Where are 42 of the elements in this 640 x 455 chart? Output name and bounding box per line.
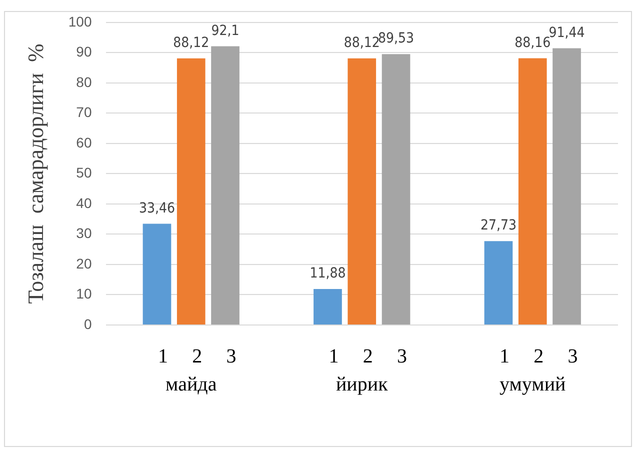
series-label: 2 [192, 345, 202, 368]
y-tick-label: 90 [76, 44, 92, 60]
data-label: 91,44 [548, 24, 585, 41]
y-tick-label: 30 [76, 225, 92, 242]
bar [552, 48, 581, 324]
series-label: 1 [158, 345, 168, 368]
y-tick-label: 60 [76, 134, 92, 150]
text: 2 [362, 345, 373, 368]
bar [348, 58, 376, 324]
data-label: 92,1 [211, 22, 240, 39]
data-label: 11,88 [310, 266, 346, 282]
text: 1 [328, 345, 339, 368]
data-label: 88,12 [173, 34, 210, 51]
bar [314, 289, 342, 324]
text: 3 [397, 345, 408, 368]
y-tick-label: 70 [76, 104, 92, 120]
bar [382, 54, 410, 324]
y-tick-label: 100 [68, 13, 92, 30]
text: 1 [499, 345, 510, 368]
data-label: 27,73 [480, 218, 516, 234]
y-tick-label: 50 [76, 164, 92, 181]
text: 3 [568, 345, 578, 368]
bar [484, 241, 513, 324]
y-tick-label: 20 [76, 255, 92, 272]
bar [211, 46, 240, 324]
x-tick-label: майда [166, 373, 217, 396]
bar [142, 224, 172, 324]
y-axis-title: Тозалаш самарадорлиги % [22, 44, 48, 304]
data-label: 89,53 [378, 30, 414, 47]
x-tick-label: йирик [336, 373, 388, 396]
y-tick-label: 0 [84, 316, 92, 332]
bar [176, 58, 206, 324]
y-tick-label: 80 [76, 74, 92, 90]
y-tick-label: 40 [76, 194, 92, 211]
data-label: 33,46 [138, 200, 176, 216]
data-label: 88,16 [514, 34, 551, 51]
bar [518, 58, 547, 324]
data-label: 88,12 [344, 34, 380, 51]
text: 2 [534, 345, 544, 368]
series-label: 3 [226, 345, 236, 368]
x-tick-label: умумий [500, 373, 566, 396]
y-tick-label: 10 [76, 286, 92, 302]
